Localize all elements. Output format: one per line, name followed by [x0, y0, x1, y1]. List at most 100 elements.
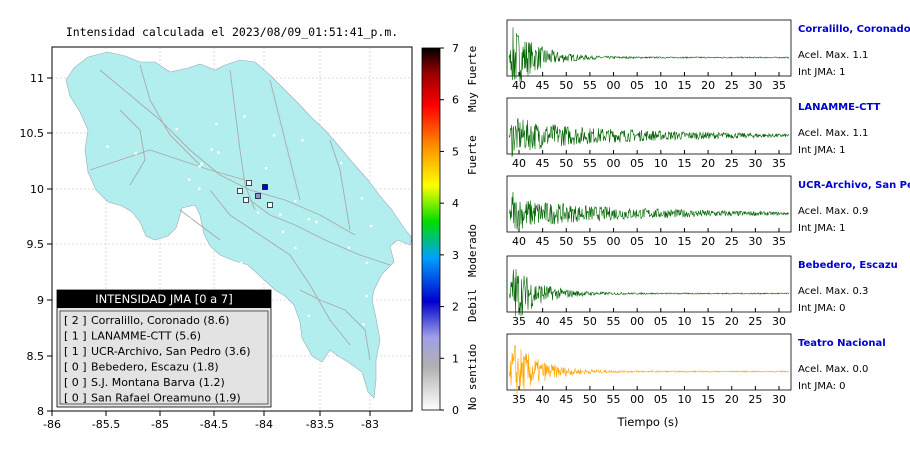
map-x-axis: -86 -85.5 -85 -84.5 -84 -83.5 -83 — [43, 411, 379, 431]
peak-acceleration: Acel. Max. 1.1 — [798, 128, 868, 139]
trace-x-tick-label: 50 — [583, 393, 597, 406]
legend-item-label: Bebedero, Escazu (1.8) — [91, 361, 219, 374]
trace-x-tick-label: 30 — [748, 235, 762, 248]
waveform — [508, 269, 790, 317]
trace-x-tick-label: 20 — [725, 393, 739, 406]
town-dot — [365, 261, 369, 265]
town-dot — [198, 165, 201, 168]
trace-frame — [506, 97, 792, 155]
legend-item-level: [ 0 ] — [64, 392, 87, 405]
station-marker — [267, 202, 273, 208]
seismogram-panel: 40 45 50 55 00 05 10 15 20 25 30 35 UCR-Archivo, San… — [506, 175, 910, 248]
trace-x-tick-label: 45 — [536, 235, 550, 248]
town-dot — [288, 327, 291, 331]
legend-title-bar — [57, 290, 271, 308]
town-dot — [240, 261, 243, 265]
station-name: UCR-Archivo, San Pedro — [798, 180, 910, 191]
seismogram-panels: 40 45 50 55 00 05 10 15 20 25 30 35 Corralillo, Coro… — [506, 19, 910, 406]
station-marker — [246, 180, 252, 186]
town-dot — [339, 161, 343, 165]
town-dot — [347, 246, 351, 250]
colorbar-tick-label: 0 — [452, 404, 459, 417]
trace-x-tick-label: 10 — [654, 235, 668, 248]
legend-item-label: San Rafael Oreamuno (1.9) — [91, 392, 241, 405]
trace-x-tick-label: 20 — [701, 79, 715, 92]
trace-x-tick-label: 15 — [677, 157, 691, 170]
town-dot — [201, 266, 204, 270]
waveform — [508, 344, 790, 397]
town-dot — [125, 212, 129, 215]
x-axis-label: Tiempo (s) — [616, 415, 678, 429]
station-name: Bebedero, Escazu — [798, 260, 898, 271]
trace-x-tick-label: 55 — [607, 315, 621, 328]
trace-x-tick-label: 50 — [583, 315, 597, 328]
trace-x-tick-label: 15 — [701, 315, 715, 328]
trace-x-tick-label: 55 — [583, 157, 597, 170]
trace-x-tick-label: 55 — [583, 235, 597, 248]
peak-acceleration: Acel. Max. 0.0 — [798, 364, 868, 375]
trace-x-tick-label: 15 — [677, 79, 691, 92]
town-dot — [307, 314, 311, 318]
seismogram-panel: 35 40 45 50 55 00 05 10 15 20 25 30 Bebedero, Escazu… — [506, 255, 898, 328]
road — [99, 69, 356, 236]
map-y-tick-label: 8 — [37, 405, 44, 418]
town-dot — [175, 127, 179, 131]
trace-x-tick-label: 30 — [772, 393, 786, 406]
town-dot — [272, 134, 276, 137]
town-dot — [361, 84, 365, 87]
trace-frame — [506, 255, 792, 313]
map-x-tick-label: -83.5 — [306, 418, 334, 431]
town-dot — [217, 151, 220, 154]
trace-frame — [506, 175, 792, 233]
station-marker — [237, 188, 243, 194]
trace-x-tick-label: 20 — [701, 157, 715, 170]
trace-x-tick-label: 00 — [630, 393, 644, 406]
trace-x-tick-label: 25 — [748, 393, 762, 406]
trace-x-tick-label: 35 — [512, 393, 526, 406]
trace-x-tick-label: 05 — [630, 157, 644, 170]
station-marker — [255, 193, 261, 199]
road-network — [88, 64, 391, 361]
road — [209, 189, 351, 346]
trace-x-tick-label: 15 — [701, 393, 715, 406]
trace-x-tick-label: 25 — [725, 235, 739, 248]
colorbar-tick-label: 5 — [452, 145, 459, 158]
trace-x-tick-label: 45 — [536, 157, 550, 170]
road — [269, 79, 301, 201]
legend-title: INTENSIDAD JMA [0 a 7] — [95, 292, 232, 306]
map-x-tick-label: -84 — [255, 418, 273, 431]
trace-x-tick-label: 45 — [536, 79, 550, 92]
jma-intensity: Int JMA: 0 — [798, 303, 846, 314]
legend-item-level: [ 0 ] — [64, 361, 87, 374]
colorbar-label-muy-fuerte: Muy Fuerte — [466, 46, 479, 112]
map-y-axis: 11 10.5 10 9.5 9 8.5 8 — [20, 72, 52, 418]
intensity-legend: INTENSIDAD JMA [0 a 7] [ 2 ] Corralillo, … — [56, 289, 272, 408]
trace-x-tick-label: 40 — [512, 235, 526, 248]
town-dot — [281, 230, 285, 233]
trace-x-tick-label: 35 — [772, 235, 786, 248]
map-x-tick-label: -86 — [43, 418, 61, 431]
waveform — [508, 27, 790, 83]
trace-x-tick-label: 00 — [607, 79, 621, 92]
map-title: Intensidad calculada el 2023/08/09_01:51… — [66, 25, 398, 39]
town-dot — [106, 145, 109, 148]
road — [179, 209, 221, 241]
road — [139, 64, 201, 166]
town-dot — [188, 217, 192, 221]
town-dot — [360, 196, 364, 200]
trace-x-tick-label: 30 — [772, 315, 786, 328]
trace-x-tick-label: 20 — [725, 315, 739, 328]
town-dot — [215, 122, 218, 126]
map-x-tick-label: -85 — [151, 418, 169, 431]
jma-intensity: Int JMA: 1 — [798, 67, 846, 78]
station-markers — [237, 180, 273, 208]
trace-x-tick-label: 45 — [559, 393, 573, 406]
peak-acceleration: Acel. Max. 0.3 — [798, 286, 868, 297]
trace-x-tick-label: 25 — [725, 157, 739, 170]
town-dot — [315, 220, 318, 224]
colorbar: 0 1 2 3 4 5 6 7 No sentido Debil Moderado Fuert… — [421, 42, 479, 417]
seismogram-panel: 40 45 50 55 00 05 10 15 20 25 30 35 LANAMME-CTT Acel.… — [506, 97, 880, 170]
road — [89, 149, 246, 181]
town-dot — [256, 211, 260, 214]
colorbar-tick-label: 1 — [452, 352, 459, 365]
